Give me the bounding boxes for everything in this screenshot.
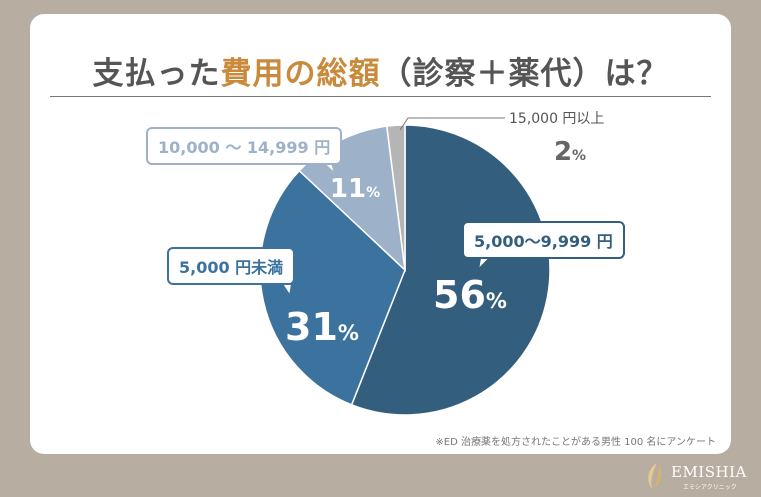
survey-footnote: ※ED 治療薬を処方されたことがある男性 100 名にアンケート [435,437,716,448]
percent-label-1: 31% [285,305,359,349]
logo-subtitle: エミシアクリニック [683,484,737,491]
percent-label-2: 11% [330,174,380,204]
callout-5-000-9-999: 5,000〜9,999 円 [462,221,625,259]
pie-slice-15-000 [385,124,406,271]
title-accent: 費用の総額 [220,56,381,92]
title-divider [50,96,711,97]
leader-line-3 [399,117,505,131]
page-title: 支払った費用の総額（診察＋薬代）は？ [0,48,761,93]
title-part-3: （診察＋薬代）は？ [380,56,669,92]
percent-label-0: 56% [433,273,507,317]
logo-name: EMISHIA [671,463,747,481]
callout-15-000: 15,000 円以上 [505,108,609,128]
pie-slices [259,124,551,416]
leaf-logo-icon [648,463,661,489]
callout-5-000: 5,000 円未満 [167,247,296,285]
logo: EMISHIA エミシアクリニック [643,459,753,493]
title-part-1: 支払った [92,56,221,92]
percent-labels: 56% 31% 11% 2% [285,137,586,349]
percent-label-3: 2% [554,137,586,167]
pie-slice-5-000 [259,169,406,406]
callout-10-000-14-999: 10,000 〜 14,999 円 [146,127,343,165]
pie-slice-5-000-9-999 [350,124,551,416]
